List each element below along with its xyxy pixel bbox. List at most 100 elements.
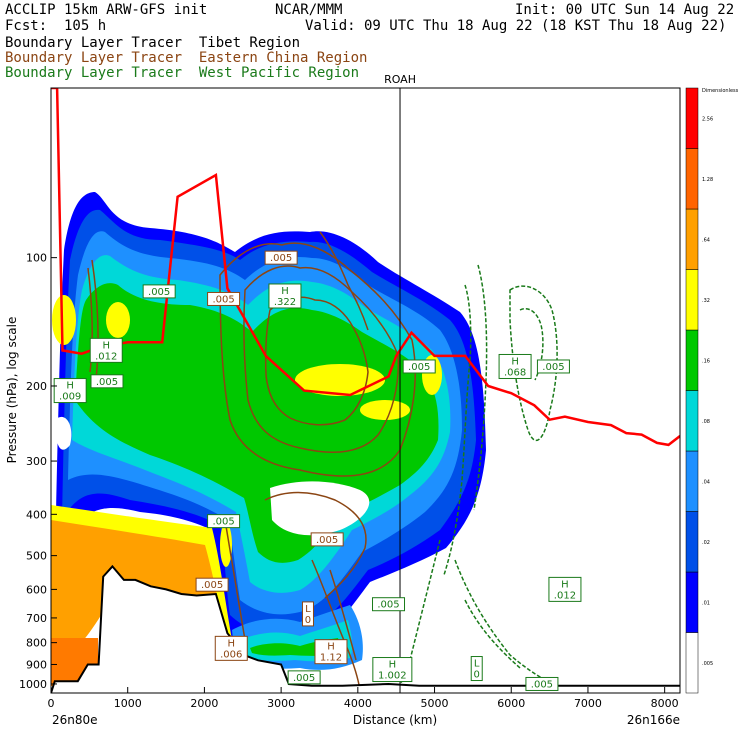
contour-label: H.322 xyxy=(268,283,302,309)
contour-label-box xyxy=(89,337,123,363)
x-tick-label: 7000 xyxy=(574,697,602,710)
contour-label-text: H xyxy=(561,579,569,590)
colorbar-level-label: .005 xyxy=(702,661,713,667)
contour-label: H.012 xyxy=(89,337,123,363)
colorbar-level-label: 2.56 xyxy=(702,116,713,122)
contour-label-text: .005 xyxy=(316,535,338,546)
valid-time: Valid: 09 UTC Thu 18 Aug 22 (18 KST Thu … xyxy=(305,18,727,34)
contour-label: H.009 xyxy=(53,378,87,404)
contour-label-text: .005 xyxy=(96,377,118,388)
right-end-label: 26n166e xyxy=(627,713,680,727)
contour-label: .005 xyxy=(207,514,241,529)
contour-label: .005 xyxy=(90,374,124,389)
colorbar-level-label: .64 xyxy=(702,237,710,243)
contour-label-text: 0 xyxy=(474,670,480,681)
x-tick-label: 3000 xyxy=(267,697,295,710)
contour-label-text: H xyxy=(389,660,397,671)
x-tick-label: 8000 xyxy=(651,697,679,710)
contour-label-box xyxy=(53,378,87,404)
x-tick-label: 0 xyxy=(48,697,55,710)
terrain-line xyxy=(51,564,680,693)
colorbar-level-label: .08 xyxy=(702,419,710,425)
contour-label-box xyxy=(402,359,436,374)
contour-label: H.012 xyxy=(548,576,582,602)
colorbar-swatch xyxy=(685,632,699,694)
contour-label: .005 xyxy=(287,670,321,685)
legend-west-pacific: Boundary Layer Tracer West Pacific Regio… xyxy=(5,65,360,81)
contour-label: H.006 xyxy=(214,635,248,661)
y-tick-label: 800 xyxy=(26,637,47,650)
contour-label-box xyxy=(372,597,406,612)
contour-label-box xyxy=(548,576,582,602)
y-axis: 100 200 300 400 500 600 700 800 900 1000 xyxy=(19,252,57,691)
contour-label-text: .005 xyxy=(531,679,553,690)
colorbar-swatch xyxy=(685,571,699,633)
y-tick-label: 300 xyxy=(26,455,47,468)
x-tick-label: 6000 xyxy=(497,697,525,710)
contour-label-box xyxy=(301,601,314,627)
colorbar-level-label: .16 xyxy=(702,358,710,364)
contour-label-text: .322 xyxy=(274,297,296,308)
y-axis-label: Pressure (hPa), log scale xyxy=(5,317,19,464)
contour-label-text: .005 xyxy=(201,580,223,591)
contour-label-box xyxy=(214,635,248,661)
colorbar-swatch xyxy=(685,390,699,452)
contour-label-text: .005 xyxy=(212,517,234,528)
colorbar-swatch xyxy=(685,269,699,331)
tracer-fill-layer xyxy=(51,192,486,686)
contour-label-box xyxy=(310,532,344,547)
contour-label-box xyxy=(207,291,241,306)
contour-label-text: H xyxy=(66,381,74,392)
colorbar-swatch xyxy=(685,87,699,149)
left-end-label: 26n80e xyxy=(52,713,98,727)
colorbar-level-label: .04 xyxy=(702,479,710,485)
contour-label-box xyxy=(90,374,124,389)
contour-label: .005 xyxy=(525,676,559,691)
contour-label-box xyxy=(536,359,570,374)
contour-label-text: H xyxy=(327,642,335,653)
org-label: NCAR/MMM xyxy=(275,2,343,18)
contour-label-text: H xyxy=(227,638,235,649)
contour-label-text: .009 xyxy=(59,392,81,403)
x-axis-label: Distance (km) xyxy=(353,713,437,727)
contour-label: .005 xyxy=(264,250,298,265)
contour-label-text: .005 xyxy=(212,294,234,305)
contour-label-text: 1.002 xyxy=(378,671,407,682)
marker-label: ROAH xyxy=(384,73,416,86)
contour-label-text: .005 xyxy=(542,362,564,373)
contour-label: .005 xyxy=(310,532,344,547)
contour-label: .005 xyxy=(142,284,176,299)
plot-frame xyxy=(50,87,681,694)
contour-label-text: H xyxy=(102,340,110,351)
colorbar-level-label: .02 xyxy=(702,540,710,546)
contour-label-box xyxy=(287,670,321,685)
y-tick-label: 400 xyxy=(26,508,47,521)
x-tick-label: 5000 xyxy=(421,697,449,710)
contour-label: H1.12 xyxy=(314,639,348,665)
contour-label-text: .012 xyxy=(554,590,576,601)
contour-label-box xyxy=(268,283,302,309)
colorbar: .005 .01 .02 .04 .08 .16 .32 .64 1.28 2.56 Dimensi… xyxy=(685,87,739,694)
contour-label-text: .005 xyxy=(148,287,170,298)
contour-label-text: .005 xyxy=(293,673,315,684)
contour-label: H.068 xyxy=(498,353,532,379)
init-time: Init: 00 UTC Sun 14 Aug 22 xyxy=(515,2,735,18)
contour-label-box xyxy=(498,353,532,379)
marker-layer: ROAH xyxy=(384,73,416,693)
colorbar-level-label: 1.28 xyxy=(702,177,713,183)
colorbar-swatch xyxy=(685,329,699,391)
contour-label: .005 xyxy=(402,359,436,374)
colorbar-swatch xyxy=(685,511,699,573)
legend-tibet: Boundary Layer Tracer Tibet Region xyxy=(5,35,301,51)
contour-label-box xyxy=(314,639,348,665)
y-tick-label: 100 xyxy=(26,252,47,265)
y-tick-label: 900 xyxy=(26,658,47,671)
contour-label-text: .005 xyxy=(377,600,399,611)
x-tick-label: 4000 xyxy=(344,697,372,710)
contour-label-text: .006 xyxy=(220,649,242,660)
terrain-fill xyxy=(51,566,680,693)
tropopause-line xyxy=(51,88,680,447)
colorbar-level-label: .32 xyxy=(702,298,710,304)
